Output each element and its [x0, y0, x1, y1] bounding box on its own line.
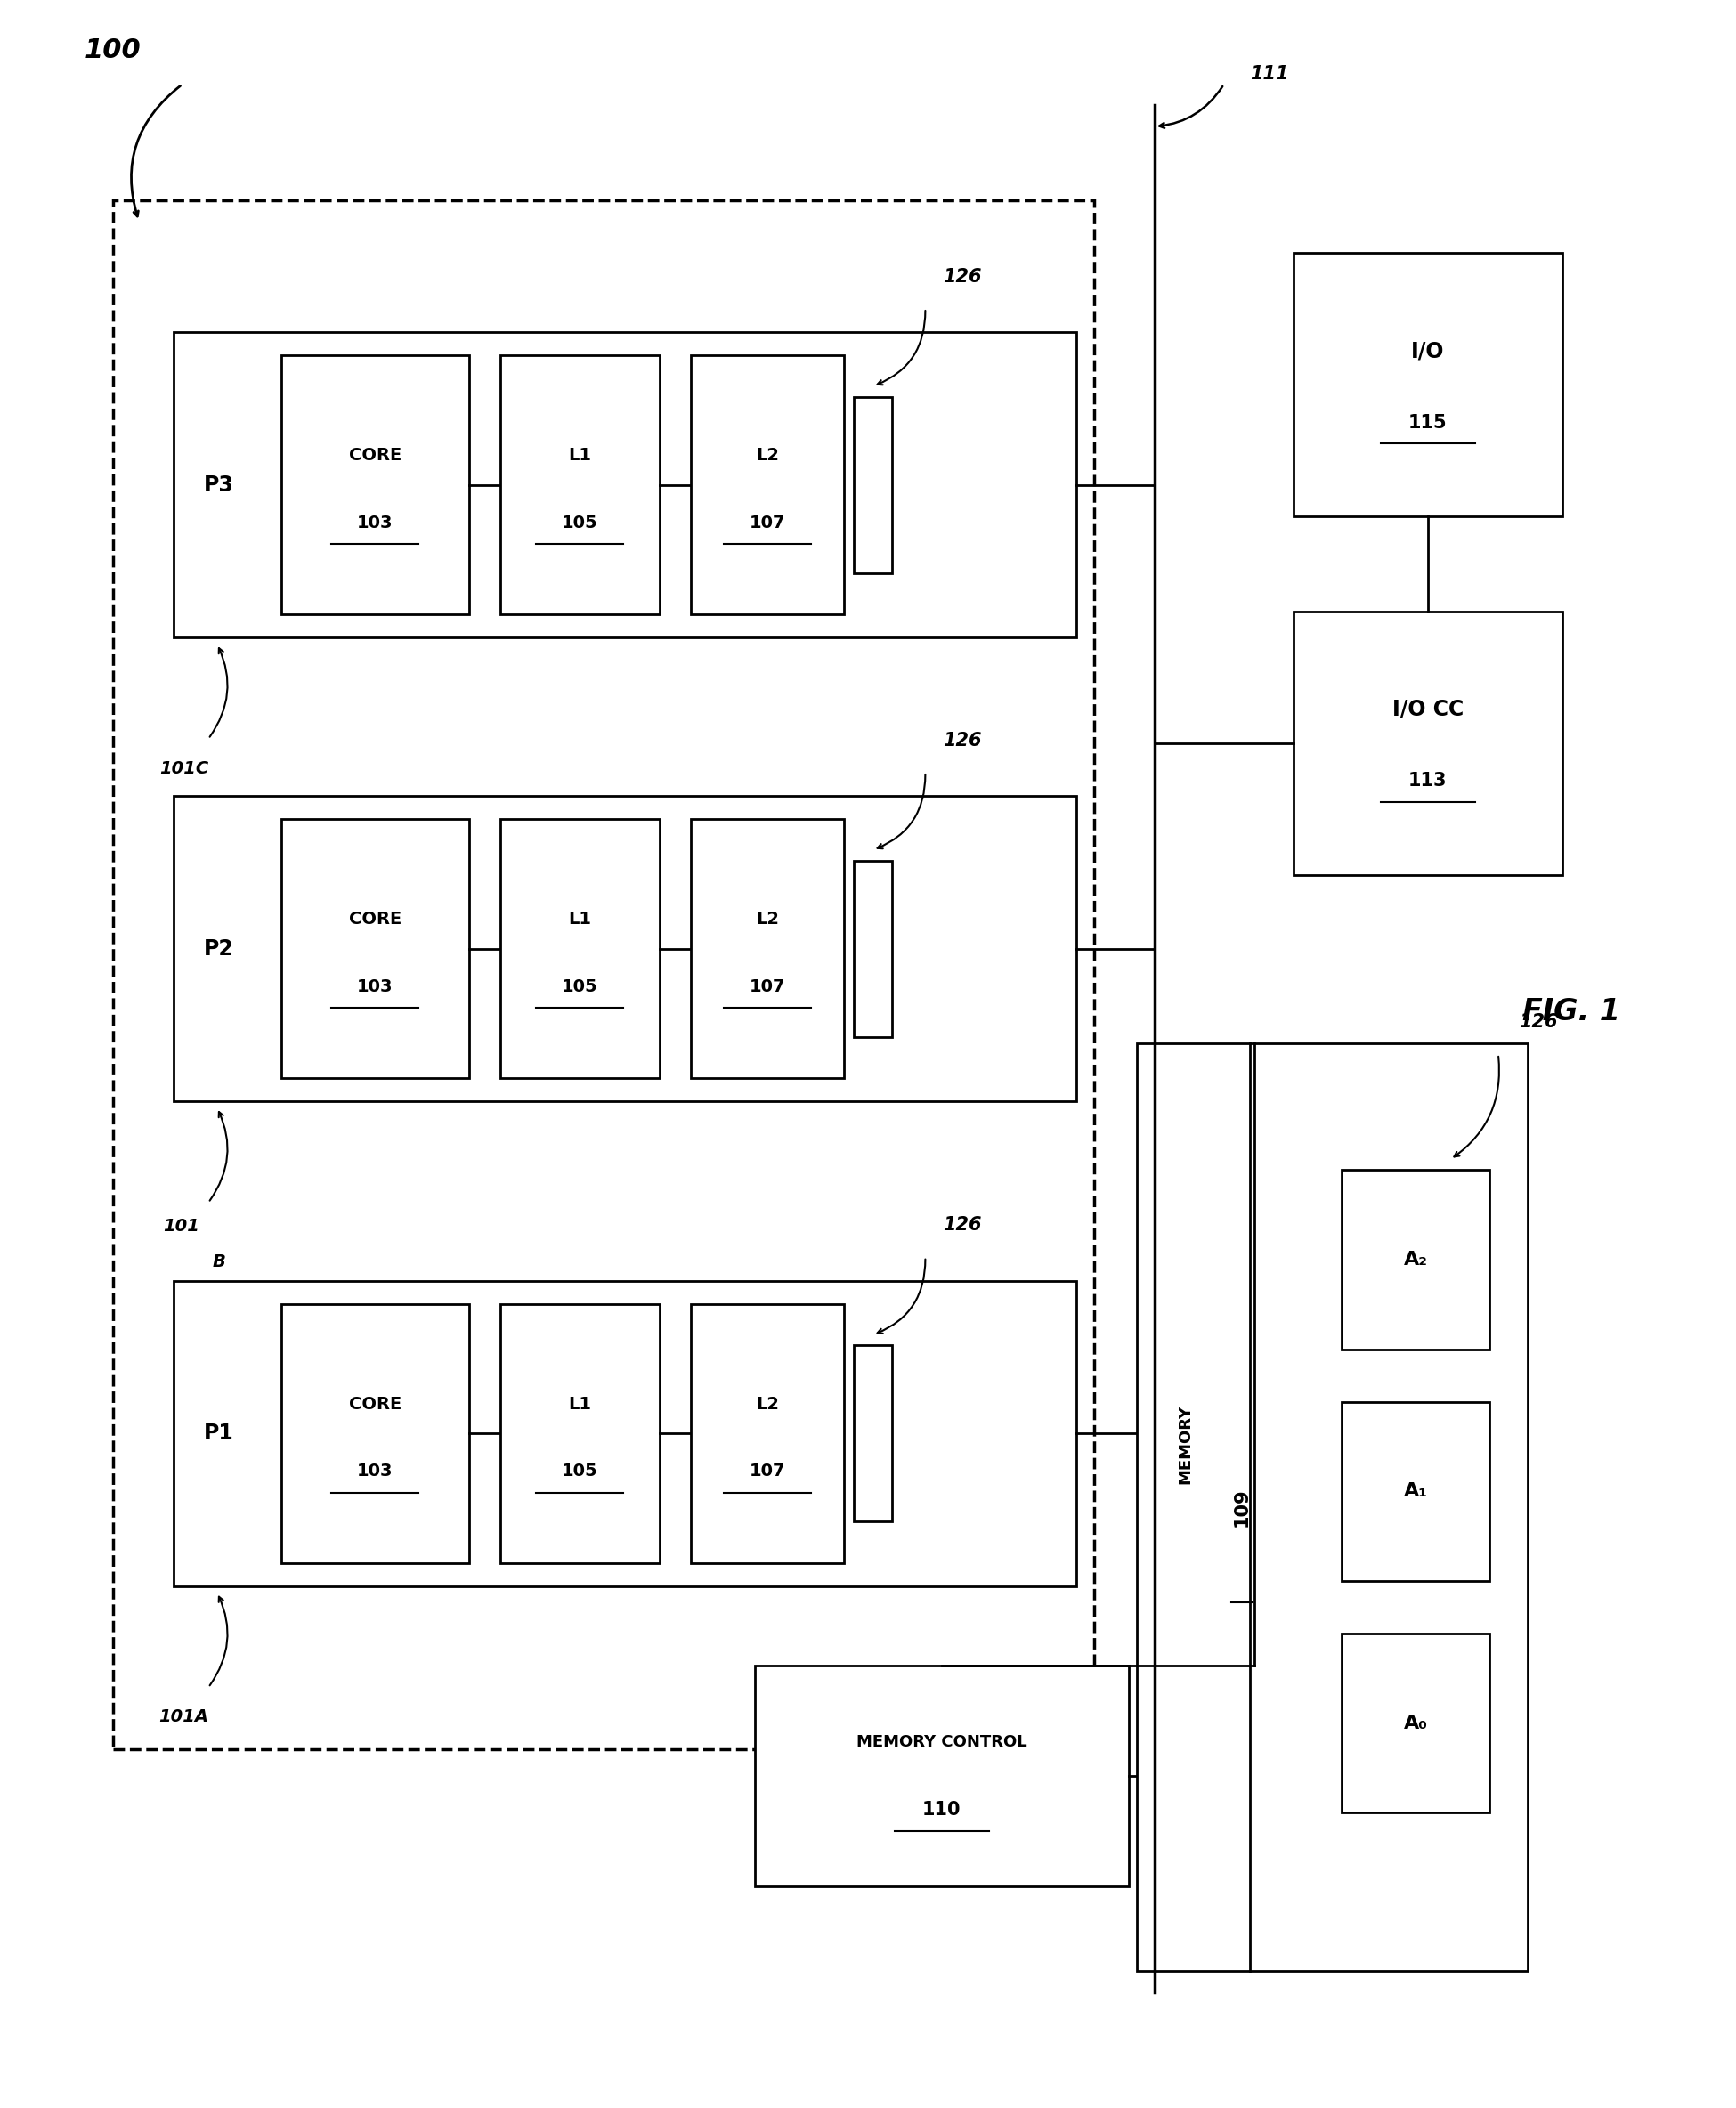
Bar	[1342, 1402, 1489, 1581]
Text: P1: P1	[203, 1423, 234, 1444]
Text: 126: 126	[943, 731, 981, 748]
Bar	[500, 820, 660, 1079]
Bar	[1137, 1043, 1528, 1971]
Bar	[281, 820, 469, 1079]
Bar	[281, 1303, 469, 1564]
Bar	[854, 1345, 892, 1522]
Text: 103: 103	[358, 978, 392, 995]
Bar	[113, 200, 1094, 1750]
Text: A₁: A₁	[1404, 1482, 1427, 1501]
Bar	[174, 797, 1076, 1102]
Text: 101: 101	[163, 1218, 200, 1235]
Bar	[1293, 253, 1562, 516]
Text: 109: 109	[1233, 1488, 1250, 1526]
Bar	[281, 356, 469, 616]
Bar	[1342, 1634, 1489, 1813]
Text: L2: L2	[755, 447, 779, 464]
Text: A₀: A₀	[1404, 1714, 1427, 1733]
Text: 126: 126	[943, 1216, 981, 1233]
Text: 105: 105	[562, 514, 597, 531]
Text: L2: L2	[755, 911, 779, 928]
Text: 111: 111	[1250, 65, 1288, 82]
Text: P3: P3	[203, 474, 234, 495]
Bar	[500, 1303, 660, 1564]
Text: L1: L1	[568, 911, 592, 928]
Bar	[174, 1282, 1076, 1587]
Text: 103: 103	[358, 514, 392, 531]
Text: CORE: CORE	[349, 447, 401, 464]
Text: CORE: CORE	[349, 911, 401, 928]
Text: I/O CC: I/O CC	[1392, 698, 1463, 721]
Bar	[691, 356, 844, 616]
Bar	[691, 820, 844, 1079]
Bar	[854, 396, 892, 573]
Text: 105: 105	[562, 978, 597, 995]
Text: 126: 126	[1519, 1014, 1557, 1031]
Text: 101C: 101C	[160, 761, 208, 778]
Bar	[1342, 1170, 1489, 1349]
Text: 103: 103	[358, 1463, 392, 1480]
Text: MEMORY CONTROL: MEMORY CONTROL	[856, 1735, 1028, 1750]
Text: L1: L1	[568, 1395, 592, 1412]
Bar	[174, 333, 1076, 639]
Text: 107: 107	[750, 1463, 785, 1480]
Bar	[1293, 611, 1562, 875]
Text: 115: 115	[1408, 413, 1448, 432]
Text: 101A: 101A	[158, 1707, 208, 1726]
Text: B: B	[212, 1252, 226, 1271]
Text: FIG. 1: FIG. 1	[1522, 997, 1620, 1027]
Text: CORE: CORE	[349, 1395, 401, 1412]
Bar	[691, 1303, 844, 1564]
Text: 107: 107	[750, 514, 785, 531]
Text: L2: L2	[755, 1395, 779, 1412]
Text: L1: L1	[568, 447, 592, 464]
Bar	[500, 356, 660, 616]
Text: P2: P2	[203, 938, 234, 959]
Text: 100: 100	[85, 38, 141, 63]
Text: I/O: I/O	[1411, 339, 1444, 363]
Text: 113: 113	[1408, 772, 1448, 790]
Bar	[755, 1665, 1128, 1887]
Text: 126: 126	[943, 268, 981, 285]
Text: MEMORY: MEMORY	[1177, 1404, 1194, 1484]
Text: 110: 110	[922, 1800, 962, 1819]
Text: 107: 107	[750, 978, 785, 995]
Text: 105: 105	[562, 1463, 597, 1480]
Text: A₂: A₂	[1404, 1250, 1427, 1269]
Bar	[854, 860, 892, 1037]
